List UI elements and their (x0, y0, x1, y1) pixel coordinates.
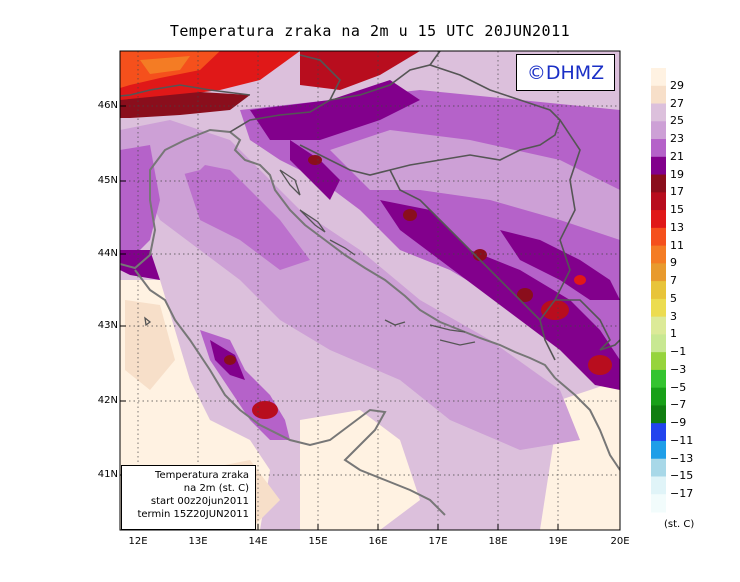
legend-label: −13 (670, 451, 694, 465)
legend-label: 3 (670, 309, 677, 323)
legend-label: 27 (670, 96, 684, 110)
graticule (120, 51, 620, 530)
legend-label: 9 (670, 256, 677, 270)
legend-swatch (651, 387, 666, 406)
legend-swatch (651, 245, 666, 264)
legend-label: 21 (670, 149, 684, 163)
legend-label: 15 (670, 203, 684, 217)
legend-label: 17 (670, 185, 684, 199)
legend-swatch (651, 440, 666, 460)
legend-swatch (651, 263, 666, 282)
legend-label: 13 (670, 220, 684, 234)
islands (144, 169, 476, 346)
legend-swatch (651, 156, 666, 176)
legend-label: −17 (670, 487, 694, 501)
longitude-label: 12E (128, 536, 148, 547)
legend-label: 1 (670, 327, 677, 341)
legend-label: 11 (670, 238, 684, 252)
legend-swatch (651, 369, 666, 389)
legend-label: −3 (670, 362, 687, 376)
legend-swatch (651, 281, 666, 300)
legend-swatch (651, 121, 666, 140)
longitude-label: 20E (610, 536, 630, 547)
legend-label: 29 (670, 78, 684, 92)
legend-label: 25 (670, 114, 684, 128)
copyright-label: ©DHMZ (516, 54, 615, 91)
legend-swatch (651, 458, 666, 477)
latitude-label: 45N (97, 175, 118, 186)
legend-swatch (651, 85, 666, 105)
legend-label: −5 (670, 380, 687, 394)
legend-swatch (651, 174, 666, 193)
legend-colorbar (651, 68, 666, 513)
legend-swatch (651, 227, 666, 247)
map-title: Temperatura zraka na 2m u 15 UTC 20JUN20… (169, 22, 571, 40)
legend-label: 7 (670, 274, 677, 288)
legend-swatch (651, 103, 666, 122)
legend-swatch (651, 68, 666, 87)
latitude-label: 41N (97, 469, 118, 480)
info-line-4: termin 15Z20JUN2011 (137, 509, 249, 520)
legend-swatch (651, 405, 666, 424)
legend-swatch (651, 423, 666, 442)
legend-swatch (651, 334, 666, 353)
legend-label: −7 (670, 398, 687, 412)
legend-swatch (651, 210, 666, 229)
legend-swatch (651, 298, 666, 318)
latitude-label: 42N (97, 395, 118, 406)
borders (120, 51, 620, 361)
longitude-label: 19E (548, 536, 568, 547)
legend-swatch (651, 476, 666, 495)
latitude-label: 44N (97, 248, 118, 259)
info-line-3: start 00z20jun2011 (150, 496, 249, 507)
info-line-1: Temperatura zraka (155, 470, 249, 481)
longitude-label: 16E (368, 536, 388, 547)
legend-label: 23 (670, 132, 684, 146)
legend-label: 19 (670, 167, 684, 181)
info-line-2: na 2m (st. C) (183, 483, 249, 494)
longitude-label: 17E (428, 536, 448, 547)
legend-swatch (651, 352, 666, 371)
legend-label: −11 (670, 433, 694, 447)
legend-swatch (651, 494, 666, 513)
longitude-label: 14E (248, 536, 268, 547)
info-box: Temperatura zraka na 2m (st. C) start 00… (121, 465, 256, 530)
legend-swatch (651, 316, 666, 335)
legend-label: −9 (670, 416, 687, 430)
latitude-label: 46N (97, 100, 118, 111)
temperature-field (120, 51, 620, 530)
legend-label: −1 (670, 345, 687, 359)
legend-label: −15 (670, 469, 694, 483)
latitude-label: 43N (97, 320, 118, 331)
longitude-label: 18E (488, 536, 508, 547)
legend-swatch (651, 192, 666, 211)
legend-label: 5 (670, 291, 677, 305)
coastlines (120, 128, 620, 516)
longitude-label: 13E (188, 536, 208, 547)
longitude-label: 15E (308, 536, 328, 547)
legend-unit: (st. C) (664, 519, 695, 530)
legend-swatch (651, 139, 666, 158)
